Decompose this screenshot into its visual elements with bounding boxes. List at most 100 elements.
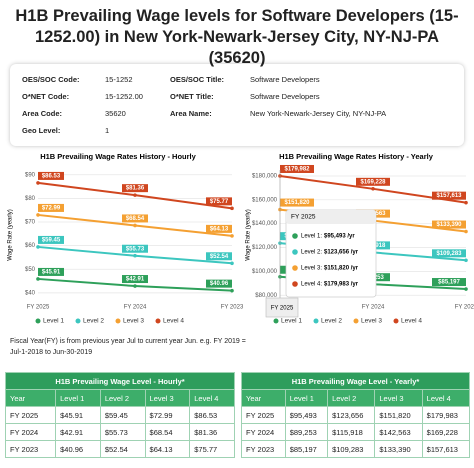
point (36, 213, 40, 217)
legend-marker (75, 318, 81, 324)
legend-marker (35, 318, 41, 324)
value-label-box (432, 191, 466, 200)
table-cell: $42.91 (55, 423, 101, 441)
legend-marker (155, 318, 161, 324)
point (464, 287, 468, 291)
point (230, 234, 234, 238)
table-cell: $115,918 (327, 423, 376, 441)
info-value: New York-Newark-Jersey City, NY-NJ-PA (250, 109, 387, 118)
value-label: $59.45 (42, 238, 61, 244)
legend-marker (353, 318, 359, 324)
table-header: Level 4 (421, 389, 471, 407)
x-tick-label: FY 2023 (455, 305, 474, 311)
data-table: H1B Prevailing Wage Level - Hourly* Year L… (4, 372, 235, 458)
point (230, 288, 234, 293)
value-label-box (38, 267, 64, 276)
table-cell: $151,820 (374, 406, 423, 424)
point (230, 261, 234, 266)
value-label-box (432, 278, 466, 287)
value-label-box (122, 184, 148, 193)
value-label-box (432, 220, 466, 229)
y-axis-label: Wage Rate (yearly) (246, 209, 252, 260)
point (133, 193, 137, 197)
y-tick-label: $80,000 (255, 293, 277, 299)
tooltip-marker (292, 249, 298, 255)
table-cell: $169,228 (421, 423, 471, 441)
table-header: Level 3 (144, 389, 191, 407)
point (464, 229, 468, 234)
value-label-box (38, 203, 64, 212)
table-row: FY 2024 $42.91 $55.73 $68.54 $81.36 (4, 423, 235, 441)
table-cell: $123,656 (327, 406, 376, 424)
chart-title: H1B Prevailing Wage Rates History - Year… (279, 152, 434, 161)
y-tick-label: $160,000 (252, 197, 278, 203)
table-cell: $52.54 (99, 440, 146, 458)
value-label-box (122, 214, 148, 223)
table-cell: $179,983 (421, 406, 471, 424)
table-cell: $157,613 (421, 440, 471, 458)
tooltip-label: Level 4: (301, 282, 322, 288)
point (36, 181, 40, 185)
table-cell: $81.36 (189, 423, 235, 441)
y-axis-label: Wage Rate (yearly) (8, 209, 14, 260)
y-tick-label: $140,000 (252, 221, 278, 227)
point (133, 253, 137, 258)
tooltip-value: $179,983 /yr (324, 282, 359, 288)
table-header-row: Year Level 1 Level 2 Level 3 Level 4 (4, 389, 235, 407)
table-title: H1B Prevailing Wage Level - Hourly* (5, 372, 235, 390)
value-label-box (280, 164, 314, 173)
info-value: 35620 (105, 109, 126, 118)
y-tick-label: $50 (25, 267, 36, 273)
value-label: $42.91 (126, 277, 145, 283)
table-title: H1B Prevailing Wage Level - Yearly* (241, 372, 470, 390)
legend-label: Level 4 (163, 318, 184, 325)
table-header: Level 4 (189, 389, 235, 407)
table-header: Year (241, 389, 286, 407)
value-label-box (122, 275, 148, 284)
table-cell: $142,563 (374, 423, 423, 441)
note: Fiscal Year(FY) is from previous year Ju… (10, 338, 246, 356)
value-label: $40.96 (210, 281, 229, 287)
tooltip-label: Level 1: (301, 234, 322, 240)
value-label: $86.53 (42, 174, 61, 180)
y-tick-label: $40 (25, 290, 36, 296)
tooltip-marker (292, 281, 298, 287)
table-header: Level 1 (284, 389, 329, 407)
y-tick-label: $90 (25, 172, 36, 178)
y-tick-label: $180,000 (252, 174, 278, 180)
legend-label: Level 2 (83, 318, 104, 325)
info-label: OES/SOC Title: (170, 75, 225, 84)
info-value: Software Developers (250, 92, 320, 101)
table-cell: FY 2024 (241, 423, 286, 441)
tooltip-header (286, 210, 376, 224)
x-tick-label: FY 2024 (124, 305, 147, 311)
tooltip-value: $151,820 /yr (324, 266, 359, 272)
table-cell: FY 2025 (4, 406, 57, 424)
value-label-box (356, 177, 390, 186)
point (464, 258, 468, 263)
point (230, 206, 234, 211)
value-label: $157,613 (436, 193, 462, 199)
legend-label: Level 3 (361, 318, 382, 325)
chart-title: H1B Prevailing Wage Rates History - Hour… (40, 152, 196, 161)
legend-marker (273, 318, 279, 324)
table-cell: $86.53 (189, 406, 235, 424)
legend-marker (313, 318, 319, 324)
value-label-box (38, 171, 64, 180)
value-label: $72.99 (42, 206, 61, 212)
value-label: $85,197 (438, 280, 460, 286)
table-cell: $55.73 (99, 423, 146, 441)
legend-label: Level 3 (123, 318, 144, 325)
table-cell: FY 2023 (241, 440, 286, 458)
table-row: FY 2023 $85,197 $109,283 $133,390 $157,613 (241, 440, 471, 458)
table-cell: $72.99 (144, 406, 191, 424)
value-label: $68.54 (126, 216, 145, 222)
value-label: $81.36 (126, 186, 145, 192)
value-label: $169,228 (360, 179, 386, 185)
tooltip-label: Level 3: (301, 266, 322, 272)
value-label-box (206, 197, 232, 206)
value-label: $151,820 (284, 200, 310, 206)
table-row: FY 2025 $95,493 $123,656 $151,820 $179,983 (241, 406, 471, 424)
table-cell: FY 2023 (4, 440, 57, 458)
